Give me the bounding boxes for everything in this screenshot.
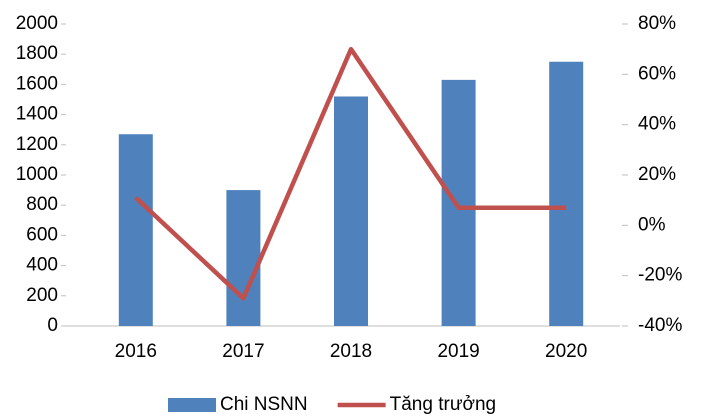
legend-label: Tăng trưởng bbox=[390, 394, 497, 415]
y-tick-label: 400 bbox=[26, 255, 58, 276]
y2-tick-label: 20% bbox=[638, 164, 676, 185]
bar bbox=[549, 61, 584, 326]
legend-swatch bbox=[168, 398, 216, 412]
x-tick-label: 2018 bbox=[330, 341, 372, 362]
y2-tick-label: 80% bbox=[638, 13, 676, 34]
bar bbox=[118, 134, 153, 326]
y-tick-label: 1400 bbox=[16, 104, 58, 125]
y2-tick-label: -40% bbox=[638, 315, 682, 336]
x-tick-label: 2017 bbox=[222, 341, 264, 362]
line bbox=[134, 46, 567, 301]
y-tick-label: 200 bbox=[26, 285, 58, 306]
y2-tick-label: 40% bbox=[638, 114, 676, 135]
bar bbox=[441, 79, 476, 327]
x-tick-label: 2016 bbox=[115, 341, 157, 362]
y2-tick-label: -20% bbox=[638, 265, 682, 286]
x-tick-label: 2020 bbox=[545, 341, 587, 362]
y-tick-label: 1200 bbox=[16, 134, 58, 155]
bar bbox=[226, 190, 261, 326]
x-tick-label: 2019 bbox=[437, 341, 479, 362]
y-tick-label: 1600 bbox=[16, 73, 58, 94]
y-tick-label: 0 bbox=[47, 315, 58, 336]
y-tick-label: 2000 bbox=[16, 13, 58, 34]
legend-label: Chi NSNN bbox=[220, 394, 308, 415]
y2-tick-label: 60% bbox=[638, 63, 676, 84]
y-tick-label: 600 bbox=[26, 224, 58, 245]
y-tick-label: 1000 bbox=[16, 164, 58, 185]
y-tick-label: 800 bbox=[26, 194, 58, 215]
y2-tick-label: 0% bbox=[638, 214, 666, 235]
bar bbox=[334, 96, 368, 326]
y-tick-label: 1800 bbox=[16, 43, 58, 64]
